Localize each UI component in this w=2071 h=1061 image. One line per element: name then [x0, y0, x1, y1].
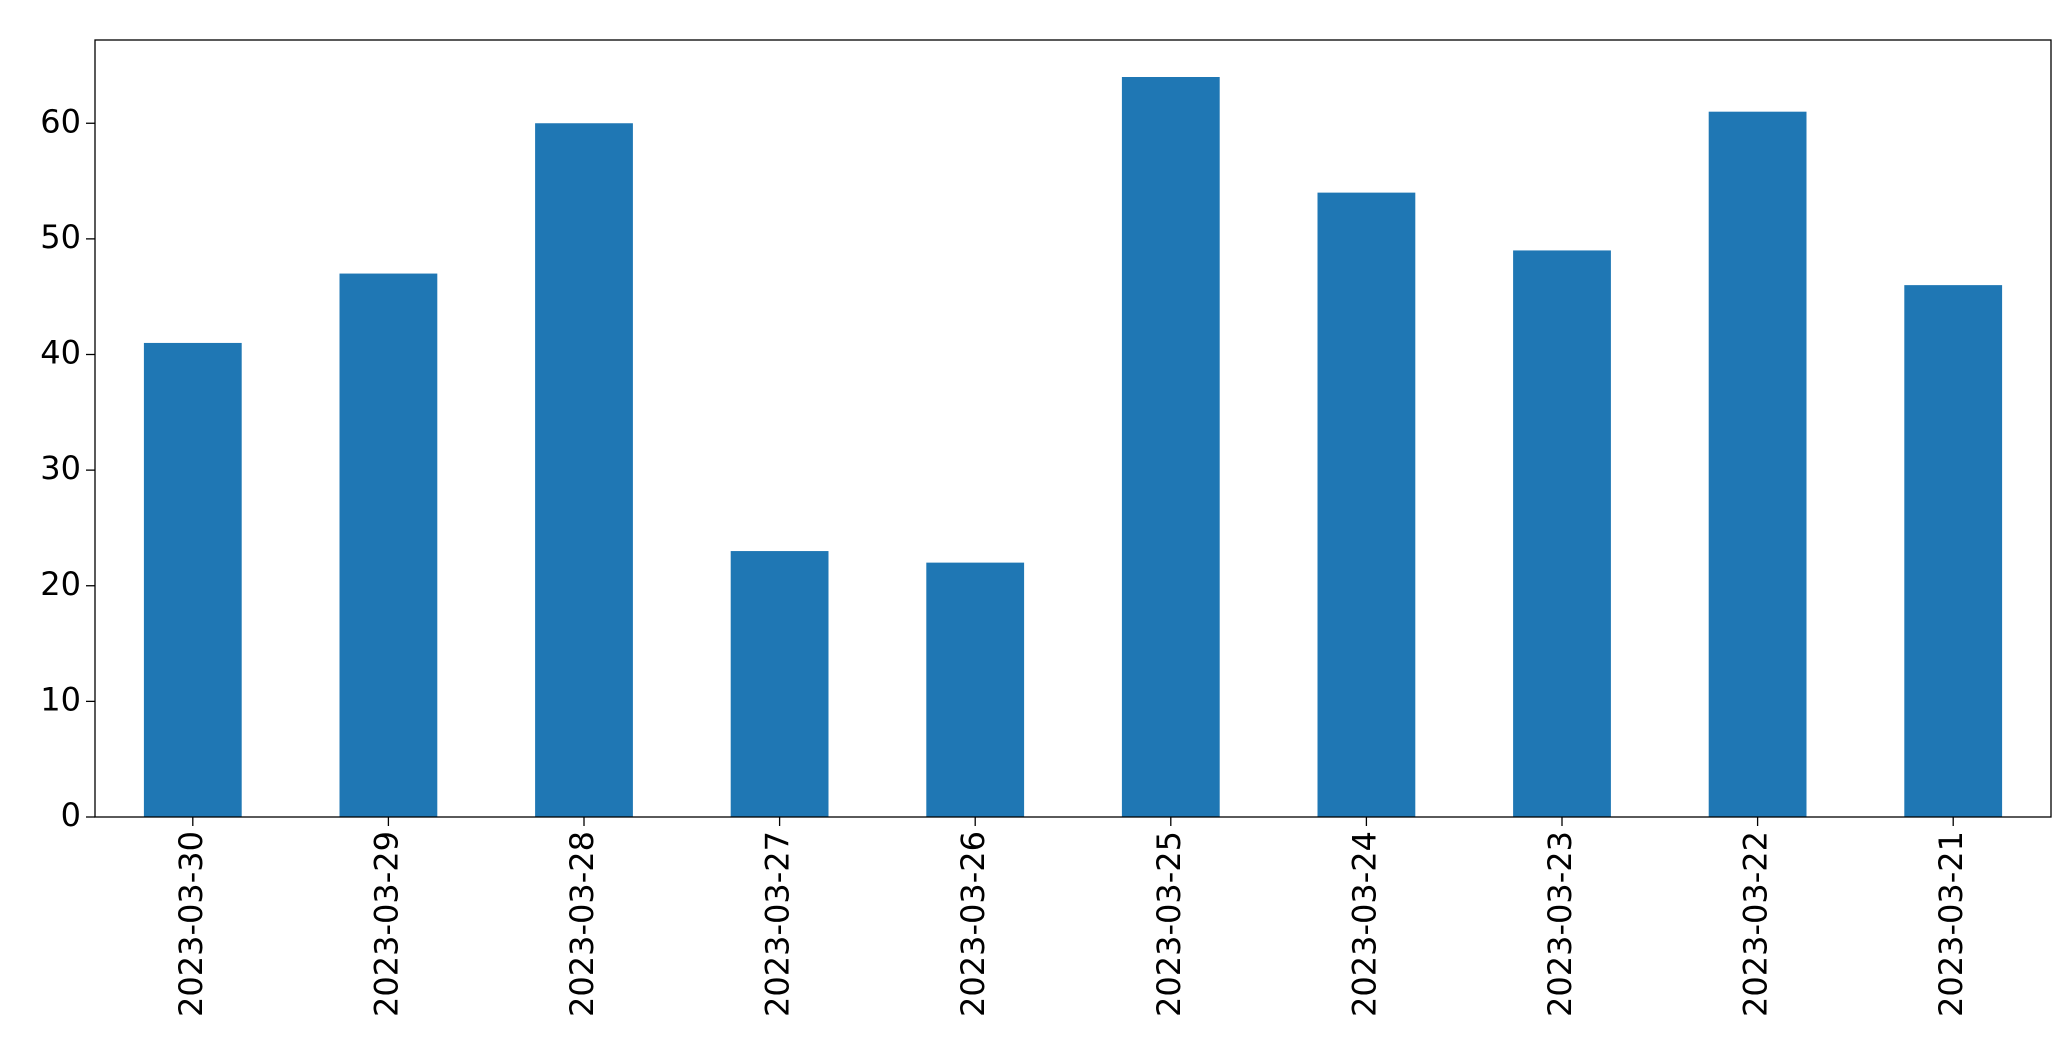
bar [1121, 77, 1220, 817]
bar [1317, 192, 1416, 817]
y-tick-label: 50 [40, 218, 81, 256]
y-tick-label: 60 [40, 102, 81, 140]
x-tick-label: 2023-03-21 [1932, 831, 1970, 1017]
y-tick-label: 40 [40, 334, 81, 372]
x-tick-label: 2023-03-27 [759, 831, 797, 1017]
bar [926, 562, 1025, 817]
bar [1708, 111, 1807, 817]
y-tick-label: 10 [40, 680, 81, 718]
plot-frame [94, 39, 2052, 818]
x-tick-label: 2023-03-30 [172, 831, 210, 1017]
x-tick-label: 2023-03-23 [1541, 831, 1579, 1017]
bar [1513, 250, 1611, 817]
y-tick-label: 20 [40, 565, 81, 603]
bar [143, 342, 242, 817]
bar [730, 551, 829, 817]
bar [339, 273, 438, 817]
x-tick-label: 2023-03-28 [563, 831, 601, 1017]
y-tick-label: 0 [61, 796, 81, 834]
x-tick-label: 2023-03-26 [954, 831, 992, 1017]
bar [535, 123, 633, 817]
y-tick-label: 30 [40, 449, 81, 487]
x-tick-label: 2023-03-24 [1345, 831, 1383, 1017]
x-tick-label: 2023-03-29 [367, 831, 405, 1017]
bar [1904, 285, 2003, 817]
x-tick-label: 2023-03-22 [1737, 831, 1775, 1017]
x-tick-label: 2023-03-25 [1150, 831, 1188, 1017]
